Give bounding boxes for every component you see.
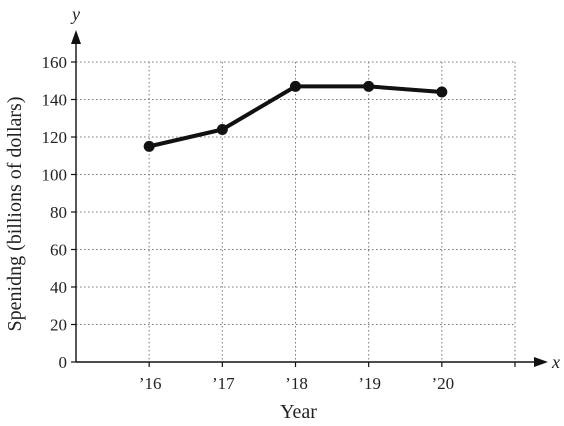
y-tick-label: 40 xyxy=(50,278,67,297)
y-tick-label: 120 xyxy=(42,128,68,147)
x-axis-variable: x xyxy=(551,352,560,372)
y-axis-ticks: 0 20 40 60 80 100 120 140 160 xyxy=(42,53,76,372)
x-axis-ticks: ’16 ’17 ’18 ’19 ’20 xyxy=(139,362,516,393)
grid xyxy=(76,61,516,362)
y-axis-variable: y xyxy=(70,4,80,24)
y-tick-label: 140 xyxy=(42,91,68,110)
x-tick-label: ’16 xyxy=(139,374,162,393)
y-axis-arrow xyxy=(71,30,81,44)
x-axis-title: Year xyxy=(280,401,317,423)
x-tick-label: ’20 xyxy=(431,374,454,393)
data-point xyxy=(143,140,155,152)
y-tick-label: 20 xyxy=(50,316,67,335)
x-tick-label: ’18 xyxy=(285,374,308,393)
x-tick-label: ’17 xyxy=(212,374,235,393)
y-tick-label: 100 xyxy=(42,166,68,185)
data-point xyxy=(436,86,448,98)
y-tick-label: 80 xyxy=(50,203,67,222)
y-tick-label: 160 xyxy=(42,53,68,72)
x-tick-label: ’19 xyxy=(358,374,381,393)
data-point xyxy=(290,80,301,92)
data-point xyxy=(216,124,228,135)
y-tick-label: 60 xyxy=(50,241,67,260)
series xyxy=(143,80,448,152)
y-tick-label: 0 xyxy=(59,353,68,372)
x-axis-arrow xyxy=(534,357,548,367)
y-axis-title: Spenidng (billions of dollars) xyxy=(4,97,26,332)
axes xyxy=(71,30,548,367)
data-point xyxy=(363,80,375,92)
